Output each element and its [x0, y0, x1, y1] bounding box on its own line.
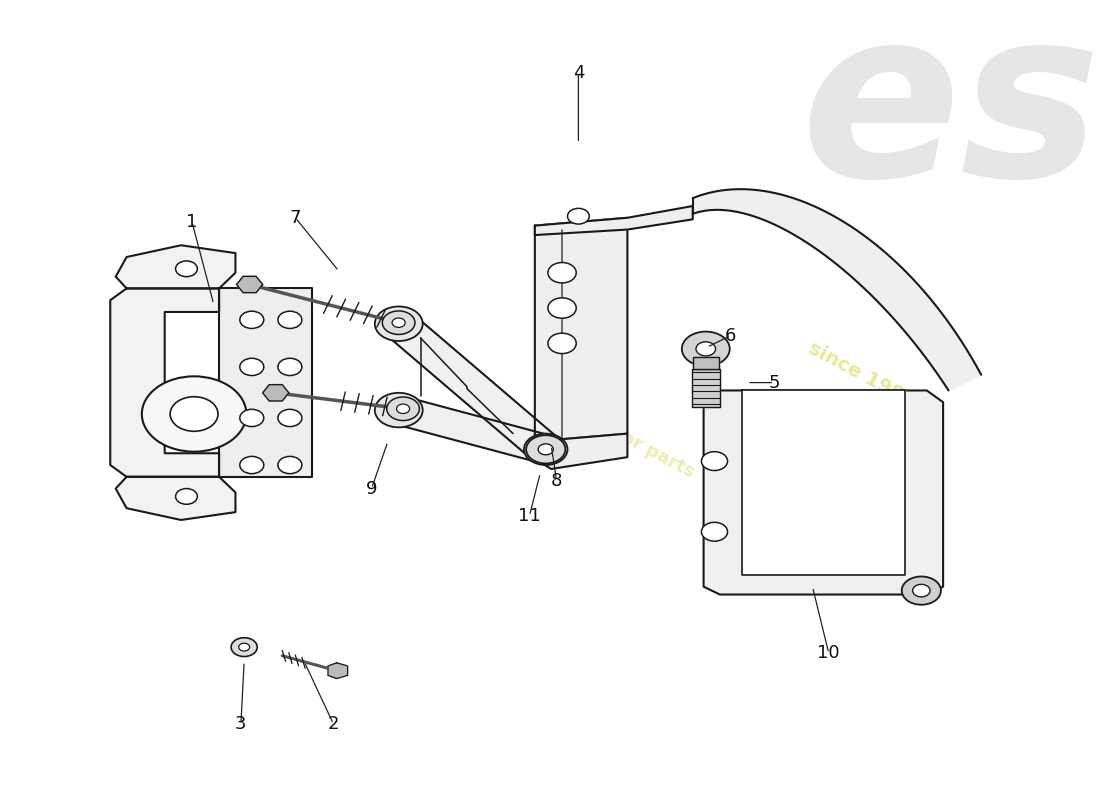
Polygon shape — [236, 276, 263, 293]
Circle shape — [913, 584, 930, 597]
Polygon shape — [693, 358, 718, 370]
Circle shape — [902, 577, 940, 605]
Circle shape — [176, 261, 197, 277]
Circle shape — [240, 456, 264, 474]
Text: 1: 1 — [186, 213, 198, 230]
Circle shape — [537, 443, 554, 456]
Text: 5: 5 — [769, 374, 780, 392]
Circle shape — [239, 643, 250, 651]
Circle shape — [682, 331, 729, 366]
Circle shape — [526, 435, 565, 463]
Text: 3: 3 — [235, 715, 246, 733]
Circle shape — [278, 311, 301, 329]
Circle shape — [389, 403, 408, 417]
Circle shape — [387, 397, 419, 421]
Polygon shape — [529, 434, 627, 469]
Text: 8: 8 — [551, 472, 562, 490]
Circle shape — [278, 456, 301, 474]
Polygon shape — [704, 390, 943, 594]
Polygon shape — [392, 397, 552, 462]
Text: 4: 4 — [573, 63, 584, 82]
Text: 9: 9 — [366, 479, 377, 498]
Circle shape — [240, 410, 264, 426]
Circle shape — [375, 393, 422, 427]
Circle shape — [538, 444, 553, 455]
Polygon shape — [263, 385, 289, 401]
Polygon shape — [384, 314, 561, 458]
Text: since 1985: since 1985 — [805, 338, 918, 411]
Text: es: es — [801, 0, 1100, 226]
Circle shape — [702, 522, 727, 541]
Text: 6: 6 — [725, 326, 737, 345]
Text: 7: 7 — [289, 209, 301, 226]
Polygon shape — [219, 289, 311, 477]
Text: for parts: for parts — [612, 425, 697, 482]
Circle shape — [392, 318, 405, 327]
Polygon shape — [110, 289, 219, 477]
Polygon shape — [692, 370, 719, 407]
Polygon shape — [116, 477, 235, 520]
Text: 2: 2 — [328, 715, 339, 733]
Circle shape — [548, 262, 576, 283]
Circle shape — [231, 638, 257, 657]
Circle shape — [170, 397, 218, 431]
Circle shape — [548, 333, 576, 354]
Text: 11: 11 — [518, 507, 541, 525]
Polygon shape — [741, 390, 905, 575]
Circle shape — [278, 410, 301, 426]
Circle shape — [568, 208, 590, 224]
Circle shape — [142, 376, 246, 452]
Circle shape — [375, 306, 422, 341]
Circle shape — [176, 489, 197, 504]
Circle shape — [702, 452, 727, 470]
Circle shape — [240, 358, 264, 375]
Circle shape — [696, 342, 716, 356]
Polygon shape — [328, 663, 348, 678]
Circle shape — [240, 311, 264, 329]
Polygon shape — [535, 218, 627, 442]
Circle shape — [278, 358, 301, 375]
Polygon shape — [535, 206, 693, 235]
Circle shape — [548, 298, 576, 318]
Polygon shape — [116, 246, 235, 289]
Circle shape — [383, 311, 415, 334]
Polygon shape — [693, 189, 981, 390]
Circle shape — [524, 434, 568, 465]
Circle shape — [389, 317, 408, 331]
Circle shape — [397, 404, 409, 414]
Text: 10: 10 — [817, 645, 840, 662]
